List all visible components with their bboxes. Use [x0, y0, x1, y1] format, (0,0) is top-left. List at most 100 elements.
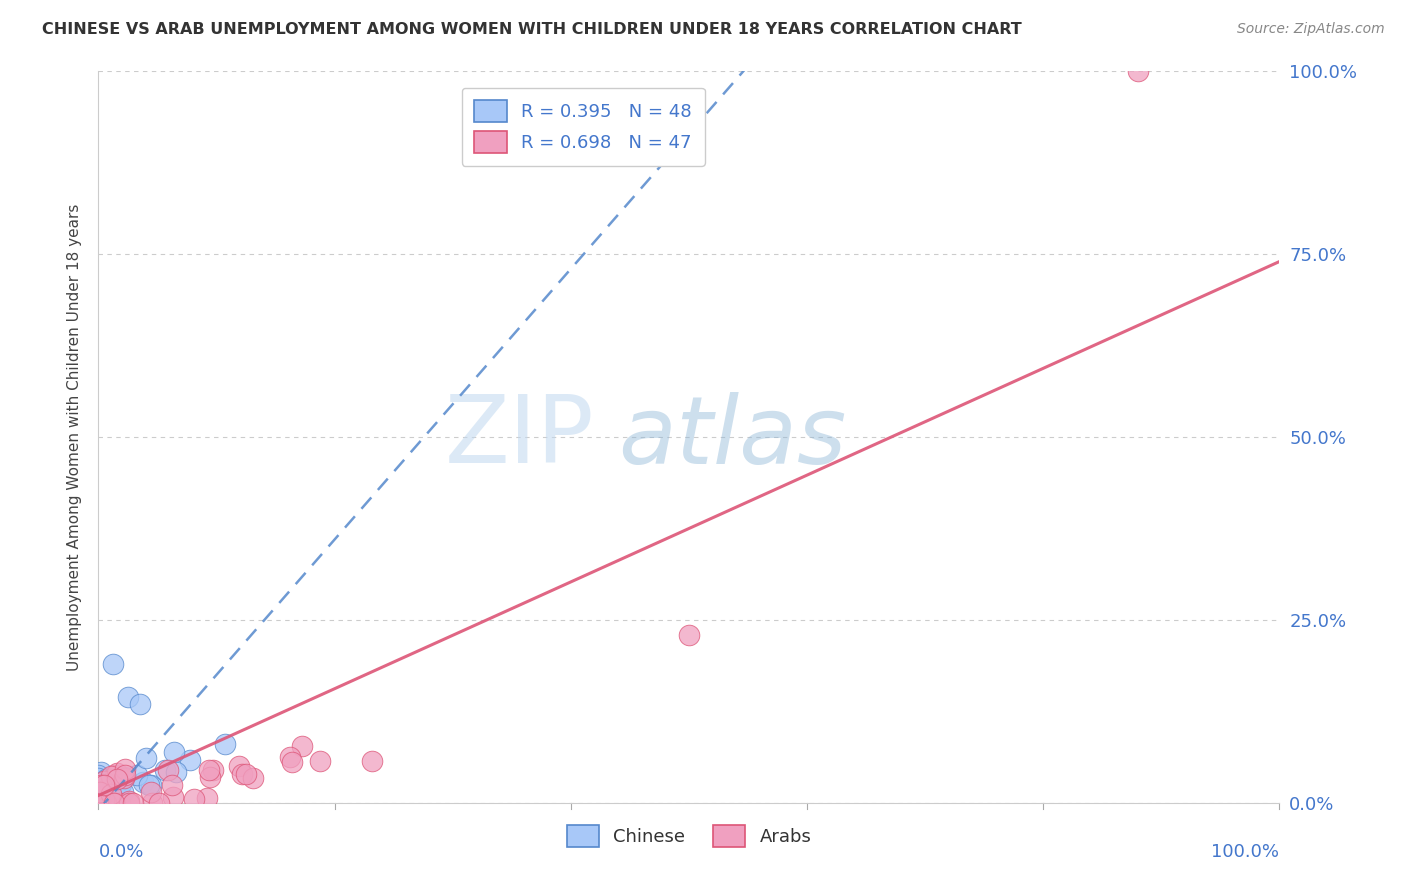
Point: [87, 792, 110, 806]
Point: [231, 767, 253, 781]
Text: Source: ZipAtlas.com: Source: ZipAtlas.com: [1237, 22, 1385, 37]
Point: [183, 791, 205, 805]
Point: [278, 750, 301, 764]
Point: [291, 739, 314, 754]
Point: [118, 794, 141, 808]
Point: [89, 796, 111, 810]
Point: [87, 782, 110, 797]
Point: [198, 770, 221, 784]
Point: [91, 789, 114, 804]
Point: [141, 796, 163, 810]
Point: [112, 785, 135, 799]
Point: [89, 796, 111, 810]
Point: [87, 771, 110, 785]
Legend: Chinese, Arabs: Chinese, Arabs: [558, 816, 820, 856]
Point: [87, 786, 110, 800]
Point: [94, 772, 117, 787]
Point: [87, 794, 110, 808]
Point: [162, 789, 184, 804]
Point: [90, 785, 112, 799]
Point: [97, 779, 120, 793]
Point: [114, 762, 136, 776]
Point: [105, 772, 128, 787]
Point: [101, 657, 124, 671]
Point: [103, 796, 125, 810]
Point: [1126, 64, 1149, 78]
Point: [135, 750, 157, 764]
Point: [198, 763, 221, 777]
Point: [678, 627, 700, 641]
Point: [214, 737, 236, 751]
Point: [87, 779, 110, 793]
Point: [139, 778, 162, 792]
Point: [107, 774, 129, 789]
Point: [90, 779, 112, 793]
Point: [90, 790, 112, 805]
Point: [87, 768, 110, 782]
Point: [163, 745, 186, 759]
Point: [87, 780, 110, 794]
Point: [117, 690, 139, 704]
Text: atlas: atlas: [619, 392, 846, 483]
Point: [100, 772, 122, 787]
Point: [281, 755, 304, 769]
Text: ZIP: ZIP: [444, 391, 595, 483]
Point: [235, 767, 257, 781]
Point: [93, 778, 115, 792]
Point: [101, 790, 124, 805]
Point: [118, 796, 141, 810]
Point: [100, 769, 122, 783]
Point: [104, 796, 127, 810]
Point: [87, 796, 110, 810]
Point: [96, 784, 118, 798]
Point: [361, 755, 384, 769]
Point: [179, 753, 201, 767]
Point: [91, 782, 114, 797]
Point: [110, 772, 132, 786]
Point: [90, 764, 112, 779]
Point: [104, 768, 127, 782]
Point: [155, 763, 177, 777]
Point: [89, 791, 111, 805]
Point: [122, 796, 145, 810]
Point: [104, 780, 127, 794]
Text: 100.0%: 100.0%: [1212, 843, 1279, 861]
Point: [94, 781, 117, 796]
Point: [242, 772, 264, 786]
Text: 0.0%: 0.0%: [98, 843, 143, 861]
Point: [87, 780, 110, 795]
Point: [89, 785, 111, 799]
Point: [110, 778, 132, 792]
Point: [93, 786, 115, 800]
Point: [103, 796, 125, 810]
Point: [195, 791, 218, 805]
Point: [112, 771, 135, 785]
Point: [93, 793, 115, 807]
Point: [87, 775, 110, 789]
Point: [96, 788, 118, 802]
Point: [139, 785, 162, 799]
Point: [93, 773, 115, 788]
Point: [201, 763, 224, 777]
Point: [138, 778, 160, 792]
Point: [103, 777, 125, 791]
Y-axis label: Unemployment Among Women with Children Under 18 years: Unemployment Among Women with Children U…: [66, 203, 82, 671]
Point: [148, 796, 170, 810]
Point: [98, 788, 121, 802]
Point: [165, 764, 187, 779]
Point: [132, 774, 155, 789]
Point: [112, 770, 135, 784]
Text: CHINESE VS ARAB UNEMPLOYMENT AMONG WOMEN WITH CHILDREN UNDER 18 YEARS CORRELATIO: CHINESE VS ARAB UNEMPLOYMENT AMONG WOMEN…: [42, 22, 1022, 37]
Point: [98, 780, 121, 794]
Point: [157, 763, 180, 777]
Point: [94, 796, 117, 810]
Point: [308, 754, 330, 768]
Point: [108, 796, 131, 810]
Point: [228, 759, 250, 773]
Point: [125, 768, 148, 782]
Point: [100, 787, 122, 801]
Point: [90, 792, 112, 806]
Point: [110, 777, 132, 791]
Point: [160, 778, 183, 792]
Point: [105, 765, 128, 780]
